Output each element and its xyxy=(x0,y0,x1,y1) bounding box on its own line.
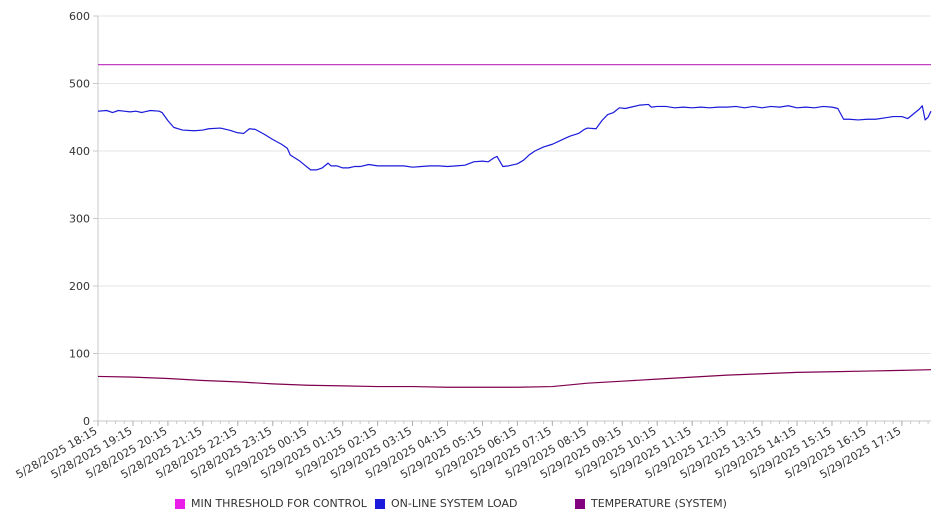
y-tick-label-0: 0 xyxy=(83,415,90,428)
legend-label-system-load: ON-LINE SYSTEM LOAD xyxy=(391,497,518,510)
y-tick-labels: 0 100 200 300 400 500 600 xyxy=(69,10,90,428)
legend-swatch-min-threshold xyxy=(175,498,185,509)
line-chart: 5/28/2025 18:155/28/2025 19:155/28/2025 … xyxy=(14,10,932,481)
legend-swatch-temperature xyxy=(575,498,585,509)
legend-item-min-threshold[interactable]: MIN THRESHOLD FOR CONTROL xyxy=(175,497,367,510)
chart-legend: MIN THRESHOLD FOR CONTROL ON-LINE SYSTEM… xyxy=(0,497,946,515)
y-tick-label-600: 600 xyxy=(69,10,90,23)
x-tick-labels: 5/28/2025 18:155/28/2025 19:155/28/2025 … xyxy=(14,424,904,481)
y-tick-label-400: 400 xyxy=(69,145,90,158)
legend-label-min-threshold: MIN THRESHOLD FOR CONTROL xyxy=(191,497,367,510)
series-temperature xyxy=(97,369,932,388)
y-tick-label-300: 300 xyxy=(69,213,90,226)
series-lines xyxy=(97,63,932,388)
legend-item-temperature[interactable]: TEMPERATURE (SYSTEM) xyxy=(575,497,727,510)
legend-label-temperature: TEMPERATURE (SYSTEM) xyxy=(591,497,727,510)
y-tick-label-200: 200 xyxy=(69,280,90,293)
grid xyxy=(98,15,931,354)
legend-item-system-load[interactable]: ON-LINE SYSTEM LOAD xyxy=(375,497,517,510)
y-tick-label-100: 100 xyxy=(69,348,90,361)
axes xyxy=(93,15,931,426)
y-tick-label-500: 500 xyxy=(69,78,90,91)
legend-swatch-system-load xyxy=(375,498,385,509)
series-system-load xyxy=(97,103,932,171)
